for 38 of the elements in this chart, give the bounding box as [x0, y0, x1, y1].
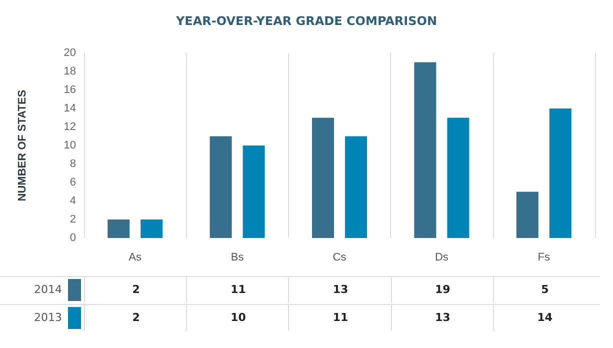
bar	[447, 118, 470, 238]
y-tick-label: 6	[70, 176, 76, 188]
y-tick-label: 4	[70, 195, 76, 207]
y-tick-label: 10	[64, 140, 76, 152]
y-axis-title: NUMBER OF STATES	[16, 90, 28, 202]
chart-title: YEAR-OVER-YEAR GRADE COMPARISON	[174, 14, 438, 28]
legend-label: 2014	[33, 282, 62, 298]
x-tick-label: Cs	[332, 252, 347, 264]
bar	[345, 136, 367, 238]
data-label: 19	[390, 277, 494, 303]
y-tick-label: 14	[64, 102, 76, 114]
y-tick-label: 20	[64, 47, 76, 59]
y-tick-label: 12	[64, 121, 76, 133]
data-label: 13	[390, 305, 494, 331]
y-tick-label: 2	[70, 214, 76, 226]
bar	[210, 136, 232, 238]
data-label: 14	[492, 305, 596, 331]
bar	[312, 118, 334, 238]
bar	[108, 220, 130, 238]
x-tick-label: Ds	[434, 252, 449, 264]
bar	[414, 62, 436, 238]
bar	[549, 108, 572, 238]
x-tick-label: Fs	[538, 252, 550, 264]
y-tick-label: 8	[70, 158, 76, 170]
y-tick-label: 16	[64, 84, 76, 96]
data-label: 10	[186, 305, 290, 331]
data-label: 11	[186, 277, 290, 303]
x-tick-label: Bs	[230, 252, 244, 264]
bar	[516, 192, 538, 238]
data-label: 5	[492, 277, 596, 303]
data-label: 11	[288, 305, 392, 331]
bar	[140, 220, 163, 238]
data-label: 13	[288, 277, 392, 303]
legend-label: 2013	[33, 310, 62, 326]
bar	[242, 146, 265, 238]
y-tick-label: 18	[64, 66, 76, 78]
x-tick-label: As	[128, 252, 142, 264]
y-tick-label: 0	[70, 232, 76, 244]
